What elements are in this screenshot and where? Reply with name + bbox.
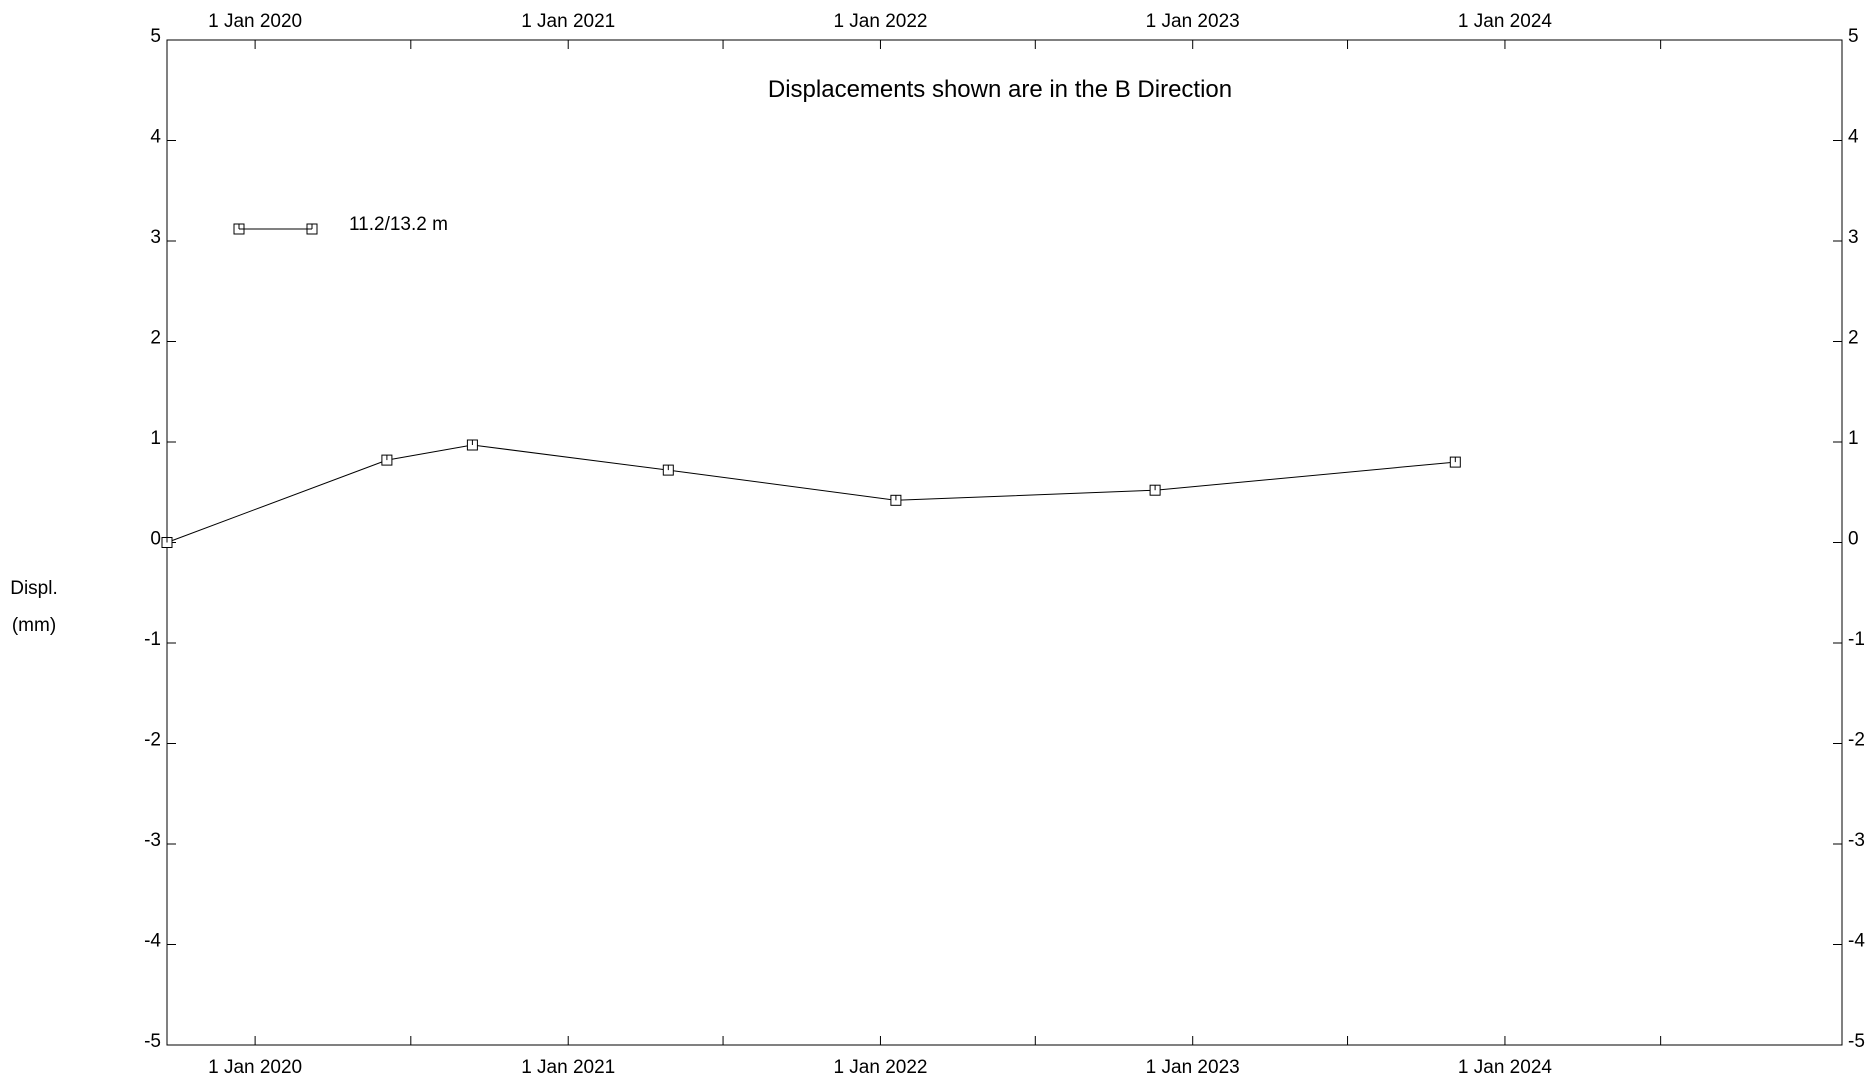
y-tick-label-right: -2 [1848,730,1865,751]
chart-title: Displacements shown are in the B Directi… [768,76,1232,103]
legend: 11.2/13.2 m [233,214,448,235]
y-axis-label-line1: Displ. [10,578,58,599]
data-point [662,464,674,476]
y-tick-label-left: 5 [150,26,161,47]
legend-label: 11.2/13.2 m [349,214,448,235]
data-point [1449,456,1461,468]
y-tick-label-left: 3 [150,227,161,248]
y-tick-label-left: -4 [144,931,161,952]
y-tick-label-left: 2 [150,328,161,349]
y-tick-label-right: 1 [1848,428,1859,449]
plot-frame [166,39,1843,1046]
x-tick-label-top: 1 Jan 2024 [1458,11,1552,32]
y-tick-label-right: 0 [1848,529,1859,550]
y-tick-label-right: 4 [1848,127,1859,148]
y-tick-label-right: -1 [1848,629,1865,650]
x-tick-label-top: 1 Jan 2020 [208,11,302,32]
y-tick-label-left: -2 [144,730,161,751]
x-tick-label-top: 1 Jan 2021 [521,11,615,32]
y-tick-label-right: 3 [1848,227,1859,248]
y-tick-label-left: 4 [150,127,161,148]
x-tick-label-bottom: 1 Jan 2020 [208,1057,302,1078]
data-point [161,537,173,548]
data-point [381,454,393,466]
axis-ticks: 5 5 4 4 3 3 2 2 1 1 0 0 -1 -1 -2 -2 -3 -3 -4 -4 -5 -5 1 Jan 20… [144,11,1865,1078]
x-tick-label-top: 1 Jan 2023 [1146,11,1240,32]
x-tick-label-top: 1 Jan 2022 [833,11,927,32]
y-tick-label-left: 0 [150,529,161,550]
y-tick-label-right: 2 [1848,328,1859,349]
y-tick-label-right: -4 [1848,931,1865,952]
data-point [1149,484,1161,496]
x-tick-label-bottom: 1 Jan 2022 [833,1057,927,1078]
data-point [890,494,902,506]
x-tick-label-bottom: 1 Jan 2024 [1458,1057,1552,1078]
y-tick-label-right: -3 [1848,830,1865,851]
x-tick-label-bottom: 1 Jan 2021 [521,1057,615,1078]
y-tick-label-left: -5 [144,1031,161,1052]
y-tick-label-right: 5 [1848,26,1859,47]
y-axis-label-line2: (mm) [12,615,56,636]
data-point [466,439,478,451]
y-tick-label-right: -5 [1848,1031,1865,1052]
series-layer [161,439,1461,548]
x-tick-label-bottom: 1 Jan 2023 [1146,1057,1240,1078]
series-line [166,444,1456,543]
y-tick-label-left: 1 [150,428,161,449]
y-tick-label-left: -3 [144,830,161,851]
y-tick-label-left: -1 [144,629,161,650]
